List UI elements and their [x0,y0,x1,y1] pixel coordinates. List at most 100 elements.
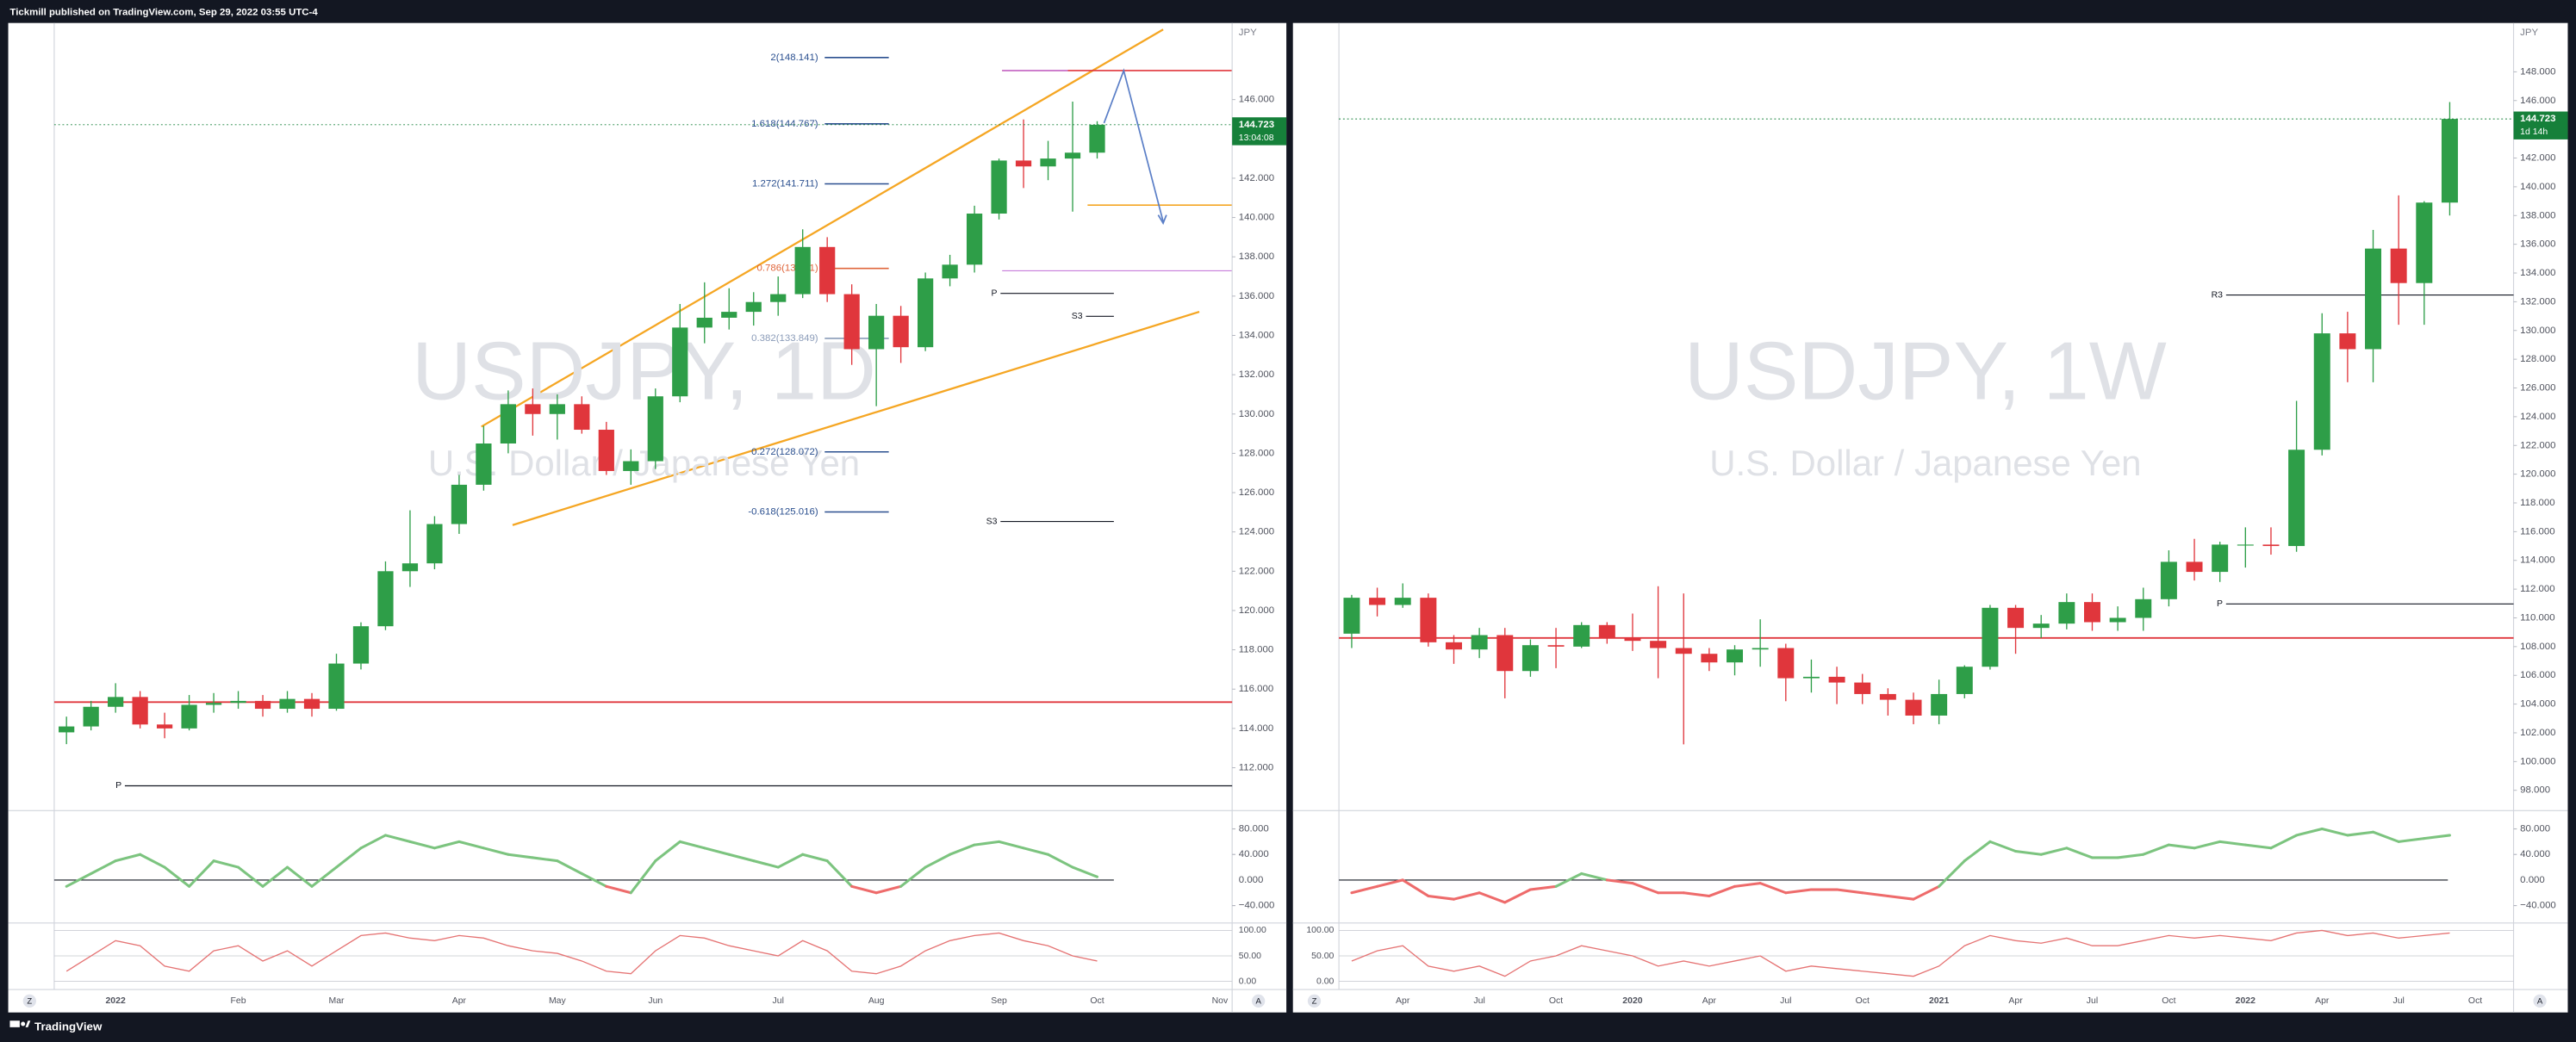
candle-body [868,315,885,350]
pivot-label: S3 [986,517,998,526]
candle-body [2441,119,2458,203]
candle-body [303,698,320,710]
osc-segment [1605,878,1634,885]
y-tick-label: 100.000 [2520,756,2555,766]
watermark-subtitle: U.S. Dollar / Japanese Yen [1709,443,2141,483]
candle-body [1089,124,1105,153]
candle-body [549,404,565,414]
osc-segment [998,840,1025,850]
y-tick-label: 118.000 [1239,645,1273,655]
scale-button-label[interactable]: Z [1312,996,1317,1006]
watermark-subtitle: U.S. Dollar / Japanese Yen [428,443,860,483]
x-tick-label: 2022 [2236,996,2256,1006]
candle-body [1828,676,1845,683]
candle-body [966,214,983,265]
osc-segment [1835,888,1864,895]
osc-segment [482,847,510,856]
y-tick-label: 112.000 [2520,584,2554,594]
y-tick-label: 116.000 [2520,526,2554,537]
candle-body [2032,623,2050,629]
osc-segment [2039,847,2069,856]
scale-button[interactable] [2533,994,2547,1008]
osc-segment [1503,888,1532,904]
candle-body [230,700,246,704]
osc-segment [2397,837,2426,843]
osc-segment [261,865,289,888]
scale-button[interactable] [1307,994,1322,1008]
footer-logo [9,1020,31,1027]
candle-body [1573,624,1590,647]
watermark-title: USDJPY, 1W [1684,326,2167,417]
osc-segment [2167,843,2196,850]
candle-body [721,312,737,318]
candle-body [1982,607,1999,667]
fib-label: 0.272(128.072) [751,447,818,457]
currency: JPY [2520,28,2538,38]
candle-body [1905,699,1922,716]
x-tick-label: Mar [328,996,345,1006]
osc-segment [2142,843,2170,856]
candle-body [525,404,541,414]
scale-button-label[interactable]: A [2537,996,2543,1006]
y-tick-label: 124.000 [1239,527,1274,537]
osc-segment [899,865,927,888]
x-tick-label: Aug [868,996,885,1006]
candle-body [1369,598,1386,605]
candle-body [819,246,836,295]
osc-segment [1350,884,1379,895]
candle-body [1547,645,1565,647]
stoch-line [1351,929,2450,977]
fib-label: 0.382(133.849) [751,333,818,344]
osc-segment [2193,840,2222,850]
osc-segment [1758,882,1788,895]
osc-segment [2320,828,2349,837]
osc-segment [114,853,142,863]
x-tick-label: 2020 [1622,996,1642,1006]
footer-brand: TradingView [34,1020,103,1033]
osc-segment [605,884,632,895]
osc-segment [139,853,166,869]
candle-body [991,160,1007,214]
y-tick-label: 118.000 [2520,498,2554,508]
osc-segment [334,847,363,869]
y-tick-label: 138.000 [1239,251,1274,262]
y-tick-label: 116.000 [1239,684,1273,694]
osc-segment [1376,878,1404,888]
osc-segment [286,865,314,888]
x-tick-label: May [549,996,567,1006]
candle-body [426,524,443,564]
scale-button-label[interactable]: A [1255,996,1261,1006]
osc-segment [383,834,412,843]
y-tick-label: 132.000 [1239,369,1274,380]
stoch-tick-label: 0.00 [1239,977,1257,986]
osc-segment [1554,871,1584,888]
x-tick-label: Jul [1473,996,1484,1006]
candle-body [1802,676,1820,679]
y-tick-label: 104.000 [2520,699,2555,710]
y-tick-label: 140.000 [2520,182,2555,192]
osc-tick-label: 40.000 [2520,849,2550,859]
candle-body [770,294,787,302]
osc-segment [531,856,559,863]
x-tick-label: Apr [2008,996,2023,1006]
osc-segment [507,853,534,859]
candle-body [794,246,811,295]
candle-body [1521,645,1539,672]
scale-button[interactable] [22,994,36,1008]
scale-button-label[interactable]: Z [27,996,32,1006]
scale-button[interactable] [1252,994,1266,1008]
candle-body [672,327,688,397]
x-tick-label: 2021 [1929,996,1949,1006]
candle-body [1420,598,1437,642]
osc-segment [1886,894,1915,901]
panel-right [1292,22,2568,1013]
candle-body [598,430,614,471]
osc-segment [163,865,191,888]
candle-body [377,571,394,627]
osc-segment [1631,882,1660,895]
osc-tick-label: 40.000 [1239,849,1269,859]
osc-segment [1022,847,1050,856]
x-tick-label: Feb [231,996,246,1006]
